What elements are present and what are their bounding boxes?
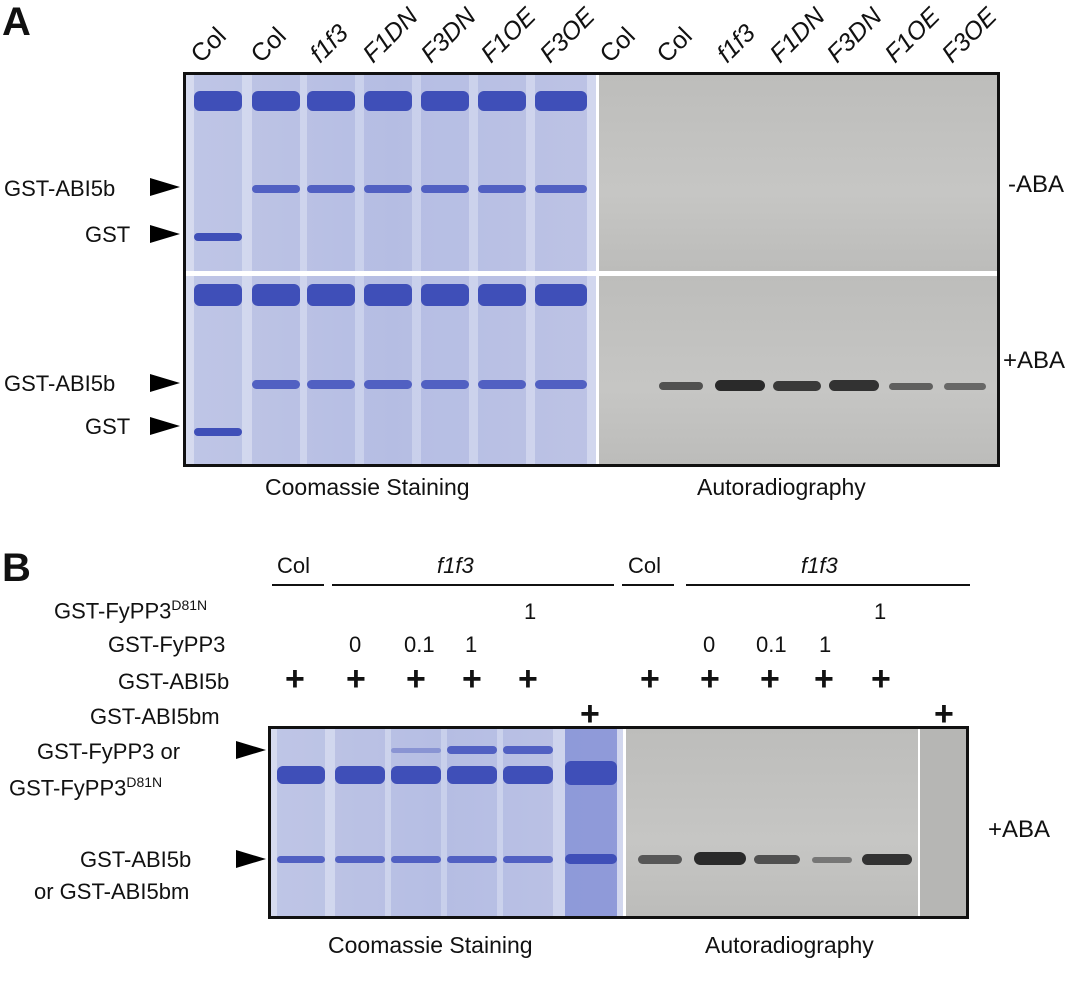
label-gst-top: GST [85, 222, 131, 247]
plus-sign: + [871, 660, 891, 698]
lane-label: F1DN [764, 2, 831, 69]
row-label-fypp3: GST-FyPP3 [108, 632, 226, 657]
label-gst-bottom: GST [85, 414, 131, 439]
label-minus-aba: -ABA [1008, 171, 1065, 198]
group-f1f3-left: f1f3 [437, 553, 474, 578]
fypp3-value: 0 [703, 632, 716, 657]
plus-sign: + [640, 660, 660, 698]
lane-label: F3OE [534, 2, 601, 69]
group-col-right: Col [628, 553, 662, 578]
plus-sign: + [760, 660, 780, 698]
lane-label: Col [651, 21, 698, 69]
panel-b-gel [268, 726, 969, 919]
lane-label: F1OE [475, 2, 542, 69]
row-label-abi5b: GST-ABI5b [118, 669, 230, 694]
lane-label: f1f3 [711, 19, 761, 69]
lane-label: F3DN [415, 2, 482, 69]
panel-a-gel [183, 72, 1000, 467]
lane-label: F3OE [936, 2, 1003, 69]
gel-label-abi5b: GST-ABI5b [80, 847, 192, 872]
fypp3-value: 1 [465, 632, 478, 657]
lane-label: F1OE [879, 2, 946, 69]
label-gst-abi5b-bottom: GST-ABI5b [4, 371, 116, 396]
plus-sign: + [814, 660, 834, 698]
coomassie-gel-minus-aba [186, 75, 596, 271]
plus-sign: + [518, 660, 538, 698]
lane-label: f1f3 [304, 19, 354, 69]
label-plus-aba: +ABA [1003, 347, 1066, 374]
caption-coomassie-a: Coomassie Staining [265, 474, 470, 500]
d81n-value: 1 [874, 599, 887, 624]
lane-label: Col [594, 21, 641, 69]
row-label-abi5bm: GST-ABI5bm [90, 704, 220, 729]
arrowhead-icon [150, 417, 180, 435]
arrowhead-icon [236, 741, 266, 759]
arrowhead-icon [150, 374, 180, 392]
fypp3-value: 1 [819, 632, 832, 657]
panel-a-letter: A [2, 0, 31, 44]
lane-label: Col [245, 21, 292, 69]
autoradiography-b [626, 729, 918, 916]
plus-sign: + [462, 660, 482, 698]
fypp3-value: 0 [349, 632, 362, 657]
caption-coomassie-b: Coomassie Staining [328, 932, 533, 958]
row-label-fypp3-d81n: GST-FyPP3D81N [54, 597, 208, 624]
coomassie-gel-b [271, 729, 623, 916]
lane-label: F3DN [821, 2, 888, 69]
fypp3-value: 0.1 [756, 632, 787, 657]
d81n-value: 1 [524, 599, 537, 624]
coomassie-gel-plus-aba [186, 276, 596, 464]
label-gst-abi5b-top: GST-ABI5b [4, 176, 116, 201]
gel-label-abi5bm: or GST-ABI5bm [34, 879, 190, 904]
arrowhead-icon [150, 225, 180, 243]
group-col-left: Col [277, 553, 311, 578]
arrowhead-icon [150, 178, 180, 196]
fypp3-value: 0.1 [404, 632, 435, 657]
gel-label-fypp3-or: GST-FyPP3 or [37, 739, 181, 764]
autoradiography-b-abi5bm [920, 729, 966, 916]
plus-sign: + [406, 660, 426, 698]
plus-sign: + [285, 660, 305, 698]
plus-sign: + [346, 660, 366, 698]
panel-b-letter: B [2, 546, 31, 590]
caption-autoradiography-b: Autoradiography [705, 932, 874, 958]
lane-label: F1DN [357, 2, 424, 69]
label-plus-aba-b: +ABA [988, 816, 1051, 843]
gel-label-fypp3-d81n: GST-FyPP3D81N [9, 774, 163, 801]
autoradiography-minus-aba [599, 75, 997, 271]
plus-sign: + [934, 695, 954, 733]
plus-sign: + [700, 660, 720, 698]
caption-autoradiography-a: Autoradiography [697, 474, 866, 500]
plus-sign: + [580, 695, 600, 733]
lane-label: Col [185, 21, 232, 69]
autoradiography-plus-aba [599, 276, 997, 464]
arrowhead-icon [236, 850, 266, 868]
group-f1f3-right: f1f3 [801, 553, 838, 578]
